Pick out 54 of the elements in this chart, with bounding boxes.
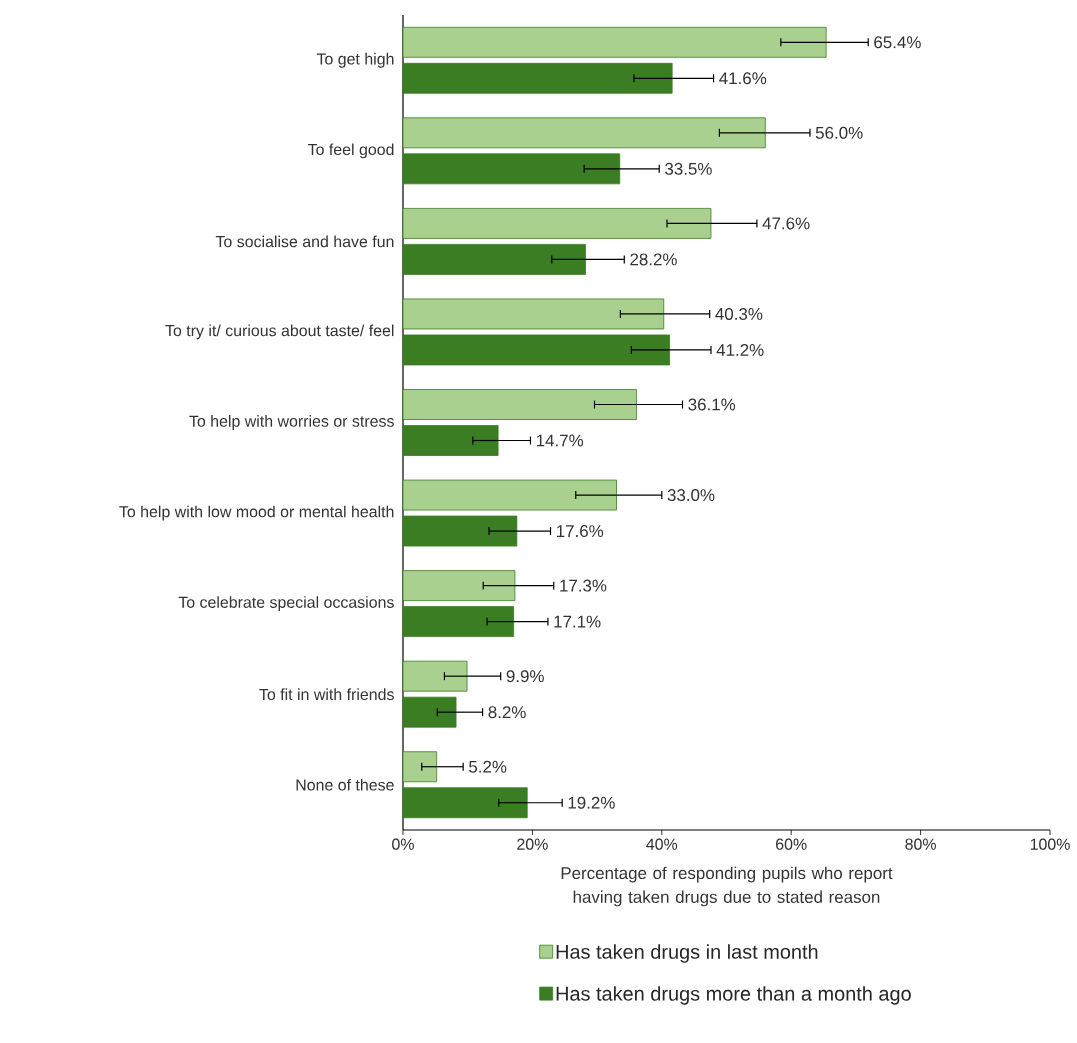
y-tick-label: To feel good	[307, 143, 394, 159]
bar	[402, 243, 586, 275]
legend-label: Has taken drugs more than a month ago	[556, 986, 911, 1005]
bar	[402, 696, 457, 728]
bar	[402, 62, 673, 94]
data-label: 36.1%	[688, 398, 736, 411]
bar	[402, 425, 499, 456]
y-tick-label: To try it/ curious about taste/ feel	[165, 324, 394, 340]
bar	[402, 660, 468, 692]
bar	[402, 298, 665, 330]
bar	[402, 207, 712, 239]
legend-label: Has taken drugs in last month	[556, 944, 818, 963]
bar	[402, 153, 621, 185]
y-tick-label: To celebrate special occasions	[178, 596, 394, 612]
y-tick-label: To help with low mood or mental health	[119, 505, 394, 521]
data-label: 56.0%	[815, 126, 863, 139]
x-tick-label: 20%	[517, 838, 548, 850]
x-tick-label: 60%	[776, 838, 807, 850]
y-tick-label: To socialise and have fun	[215, 235, 394, 248]
bar	[402, 26, 827, 58]
y-tick-label: To get high	[316, 52, 394, 68]
bar	[402, 117, 766, 149]
bar	[402, 787, 528, 819]
data-label: 41.2%	[716, 343, 764, 356]
data-label: 17.6%	[557, 525, 604, 538]
x-tick-label: 40%	[646, 838, 678, 850]
data-label: 19.2%	[568, 796, 615, 809]
x-tick-label: 80%	[905, 838, 936, 850]
data-label: 40.3%	[715, 307, 763, 320]
data-label: 65.4%	[874, 36, 921, 49]
data-label: 8.2%	[488, 706, 526, 719]
data-label: 33.0%	[667, 489, 715, 502]
data-label: 41.6%	[719, 72, 767, 85]
bar	[402, 479, 617, 511]
bar	[402, 515, 518, 547]
data-label: 9.9%	[506, 670, 544, 683]
y-tick-label: To help with worries or stress	[189, 415, 394, 430]
data-label: 5.2%	[469, 760, 507, 773]
data-label: 33.5%	[665, 162, 712, 175]
bar	[402, 570, 516, 602]
data-label: 47.6%	[762, 217, 810, 230]
bar	[402, 389, 637, 420]
data-label: 14.7%	[536, 434, 584, 447]
data-label: 17.1%	[554, 615, 601, 628]
bar	[402, 606, 515, 638]
y-tick-label: None of these	[296, 778, 394, 791]
x-axis-title: Percentage of responding pupils who report having taken drugs due to stated reason	[561, 866, 893, 907]
data-label: 17.3%	[560, 579, 607, 592]
y-tick-label: To fit in with friends	[259, 688, 394, 701]
data-label: 28.2%	[630, 253, 677, 266]
x-tick-label: 100%	[1030, 838, 1070, 850]
bar	[402, 751, 438, 783]
x-tick-label: 0%	[392, 838, 414, 850]
bar	[402, 334, 670, 366]
